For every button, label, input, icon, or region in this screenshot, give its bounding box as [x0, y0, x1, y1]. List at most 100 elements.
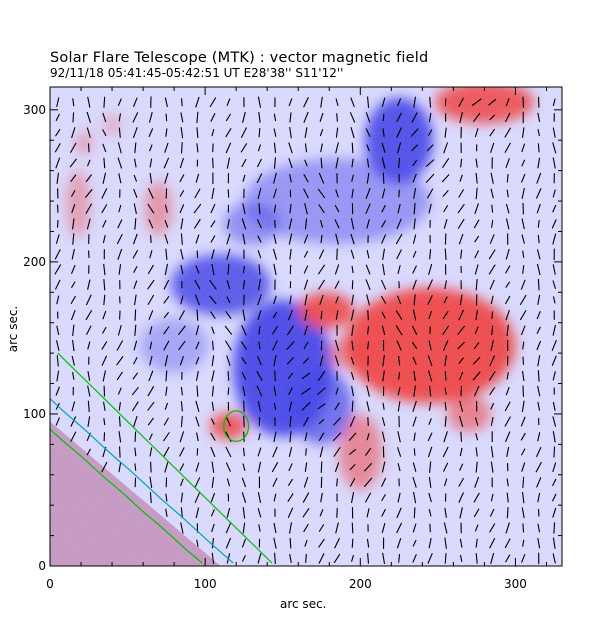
field-vector	[490, 188, 494, 199]
field-vector	[149, 235, 152, 243]
field-vector	[428, 492, 432, 503]
field-vector	[180, 386, 183, 396]
field-vector	[304, 432, 308, 442]
field-vector	[226, 478, 231, 487]
field-vector	[366, 385, 370, 397]
field-vector	[195, 400, 200, 412]
field-vector	[505, 98, 510, 107]
field-vector	[412, 250, 417, 258]
field-vector	[350, 249, 355, 259]
field-vector	[194, 188, 201, 199]
field-vector	[363, 477, 373, 488]
field-vector	[397, 203, 401, 214]
field-vector	[257, 508, 262, 518]
field-vector	[488, 371, 496, 381]
field-vector	[258, 326, 261, 335]
field-vector	[537, 143, 540, 153]
field-vector	[458, 309, 465, 321]
field-vector	[351, 538, 354, 548]
field-vector	[317, 403, 326, 410]
field-vector	[473, 492, 480, 503]
field-vector	[318, 524, 325, 532]
field-vector	[163, 417, 170, 426]
field-vector	[335, 98, 339, 107]
field-vector	[286, 341, 295, 350]
field-vector	[382, 128, 385, 137]
field-vector	[118, 127, 121, 138]
field-vector	[334, 205, 340, 213]
field-vector	[504, 127, 512, 138]
field-vector	[70, 295, 76, 305]
field-vector	[180, 127, 184, 139]
field-vector	[72, 324, 75, 337]
field-vector	[552, 416, 557, 427]
field-vector	[273, 537, 277, 549]
field-vector	[381, 431, 386, 443]
field-vector	[179, 355, 184, 366]
field-vector	[257, 235, 262, 243]
field-vector	[351, 400, 354, 412]
field-vector	[287, 507, 294, 519]
field-vector	[149, 476, 153, 489]
field-vector	[552, 371, 556, 381]
field-vector	[85, 294, 92, 306]
limb-contour	[57, 352, 273, 564]
field-vector	[303, 173, 309, 183]
field-vector	[382, 263, 386, 276]
field-vector	[85, 203, 93, 214]
field-vector	[380, 477, 387, 487]
field-vector	[505, 265, 511, 274]
field-vector	[553, 522, 556, 534]
field-vector	[458, 357, 464, 365]
field-vector	[381, 522, 386, 534]
field-vector	[444, 248, 447, 260]
field-vector	[148, 310, 154, 321]
field-vector	[537, 112, 541, 123]
field-vector	[413, 96, 417, 108]
field-vector	[444, 478, 448, 487]
field-vector	[149, 250, 153, 259]
field-vector	[257, 553, 262, 564]
field-vector	[195, 416, 200, 427]
field-vector	[103, 278, 106, 291]
field-vector	[442, 310, 449, 320]
field-vector	[335, 127, 339, 138]
plot-frame	[49, 86, 563, 567]
field-vector	[350, 492, 355, 504]
field-vector	[396, 507, 402, 519]
field-vector	[227, 264, 230, 275]
field-vector	[242, 265, 245, 274]
field-vector	[303, 279, 309, 290]
field-vector	[490, 552, 495, 564]
x-tick-label: 100	[194, 577, 217, 591]
field-vector	[134, 447, 137, 457]
field-vector	[149, 158, 153, 168]
field-vector	[444, 387, 447, 395]
field-vector	[521, 370, 525, 381]
field-vector	[195, 341, 200, 350]
field-vector	[537, 401, 541, 411]
field-vector	[211, 385, 215, 397]
field-vector	[428, 476, 432, 488]
field-vector	[257, 250, 262, 259]
field-vector	[444, 401, 447, 411]
field-vector	[71, 248, 75, 260]
field-vector	[180, 492, 184, 503]
field-vector	[70, 190, 76, 197]
field-vector	[196, 111, 199, 124]
field-vector	[272, 311, 278, 319]
field-vector	[180, 142, 183, 154]
field-vector	[490, 142, 495, 153]
field-vector	[490, 446, 494, 458]
field-vector	[103, 263, 106, 276]
field-vector	[382, 552, 386, 565]
field-vector	[243, 415, 245, 428]
field-vector	[101, 188, 108, 199]
field-vector	[398, 372, 401, 380]
field-vector	[490, 340, 494, 351]
field-vector	[195, 356, 200, 365]
field-vector	[303, 250, 309, 258]
field-vector	[443, 218, 448, 229]
y-tick-label: 200	[23, 255, 46, 269]
field-vector	[225, 462, 231, 472]
